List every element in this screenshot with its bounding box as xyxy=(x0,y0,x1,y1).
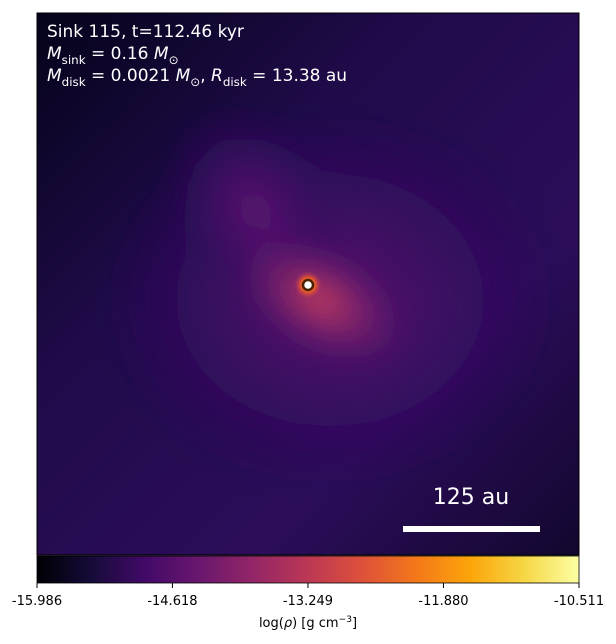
tick-label: -14.618 xyxy=(147,594,197,609)
tick-label: -15.986 xyxy=(12,594,62,609)
text-segment: ] xyxy=(352,616,357,631)
text-segment: disk xyxy=(223,75,247,89)
text-segment: M xyxy=(176,66,191,86)
sink-marker xyxy=(301,278,315,292)
text-segment: R xyxy=(211,66,223,86)
colorbar-axis: -15.986 -14.618 -13.249 -11.880 -10.511 log(ρ… xyxy=(12,583,604,631)
colorbar xyxy=(36,555,580,584)
frame xyxy=(36,12,580,556)
rich-text: Sink 115, t=112.46 kyr xyxy=(47,22,244,42)
text-segment: = 0.0021 xyxy=(86,66,176,86)
text-segment: Sink 115, t=112.46 kyr xyxy=(47,22,244,42)
scale-bar-label: 125 au xyxy=(433,485,509,510)
text-segment: = 0.16 xyxy=(86,44,154,64)
tick-label: -10.511 xyxy=(554,594,604,609)
rich-text: Msink = 0.16 M⊙ xyxy=(47,44,179,67)
text-segment: ρ xyxy=(284,616,293,631)
tick-label: -11.880 xyxy=(418,594,468,609)
text-segment: ⊙ xyxy=(190,75,200,89)
text-segment: M xyxy=(154,44,169,64)
text-segment: log( xyxy=(259,616,284,631)
text-segment: ⊙ xyxy=(169,53,179,67)
tick-label: -13.249 xyxy=(283,594,333,609)
text-segment: M xyxy=(47,66,62,86)
text-segment: sink xyxy=(62,53,86,67)
text-segment: M xyxy=(47,44,62,64)
text-segment: ) [g cm xyxy=(292,616,338,631)
rich-text: Mdisk = 0.0021 M⊙, Rdisk = 13.38 au xyxy=(47,66,347,89)
text-segment: disk xyxy=(62,75,86,89)
text-segment: , xyxy=(200,66,211,86)
text-segment: −3 xyxy=(339,615,353,625)
density-map xyxy=(37,13,579,555)
text-segment: = 13.38 au xyxy=(247,66,347,86)
rich-text: log(ρ) [g cm−3] xyxy=(259,615,357,631)
